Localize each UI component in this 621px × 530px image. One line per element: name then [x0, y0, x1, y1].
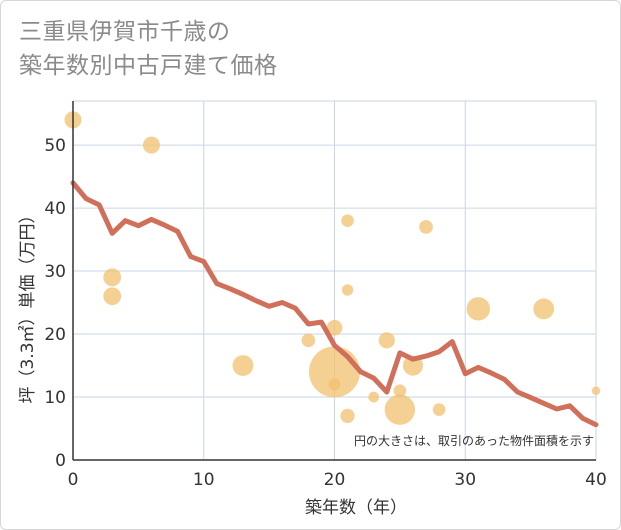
data-bubble — [533, 298, 555, 320]
x-tick-label: 40 — [585, 470, 607, 490]
x-tick-label: 0 — [68, 470, 79, 490]
data-bubble — [393, 384, 407, 398]
data-bubble — [341, 284, 354, 296]
data-bubble — [591, 386, 601, 395]
data-bubble — [326, 319, 343, 336]
tick-labels: 0 10 20 30 40 0 10 20 30 40 50 — [44, 136, 606, 490]
trend-line-series — [70, 180, 599, 428]
data-bubble — [328, 378, 341, 391]
y-tick-label: 50 — [44, 136, 66, 156]
data-bubble — [142, 136, 160, 154]
chart-title: 三重県伊賀市千歳の 築年数別中古戸建て価格 — [19, 15, 278, 83]
y-tick-label: 40 — [44, 199, 66, 219]
x-tick-label: 10 — [193, 470, 215, 490]
bubble-series — [64, 111, 601, 425]
x-tick-label: 20 — [324, 470, 346, 490]
data-bubble — [384, 394, 416, 425]
x-tick-label: 30 — [454, 470, 476, 490]
y-tick-label: 10 — [44, 388, 66, 408]
grid-lines — [72, 100, 597, 461]
y-axis-label: 坪（3.3㎡）単価（万円） — [18, 206, 38, 403]
trend-line — [70, 180, 599, 428]
data-bubble — [103, 268, 122, 287]
y-tick-label: 30 — [44, 262, 66, 282]
data-bubble — [340, 408, 355, 424]
data-bubble — [232, 355, 254, 376]
title-line-2: 築年数別中古戸建て価格 — [19, 53, 278, 79]
size-note: 円の大きさは、取引のあった物件面積を示す — [354, 433, 594, 448]
axes — [72, 101, 596, 461]
data-bubble — [432, 403, 446, 416]
data-bubble — [466, 297, 491, 321]
data-bubble — [378, 332, 395, 349]
y-tick-label: 0 — [55, 451, 66, 471]
data-bubble — [368, 391, 380, 403]
data-bubble — [341, 214, 354, 227]
data-bubble — [301, 333, 316, 348]
y-tick-label: 20 — [44, 325, 66, 345]
data-bubble — [419, 220, 433, 234]
x-axis-label: 築年数（年） — [305, 498, 407, 518]
data-bubble — [103, 287, 122, 306]
title-line-1: 三重県伊賀市千歳の — [19, 19, 231, 45]
